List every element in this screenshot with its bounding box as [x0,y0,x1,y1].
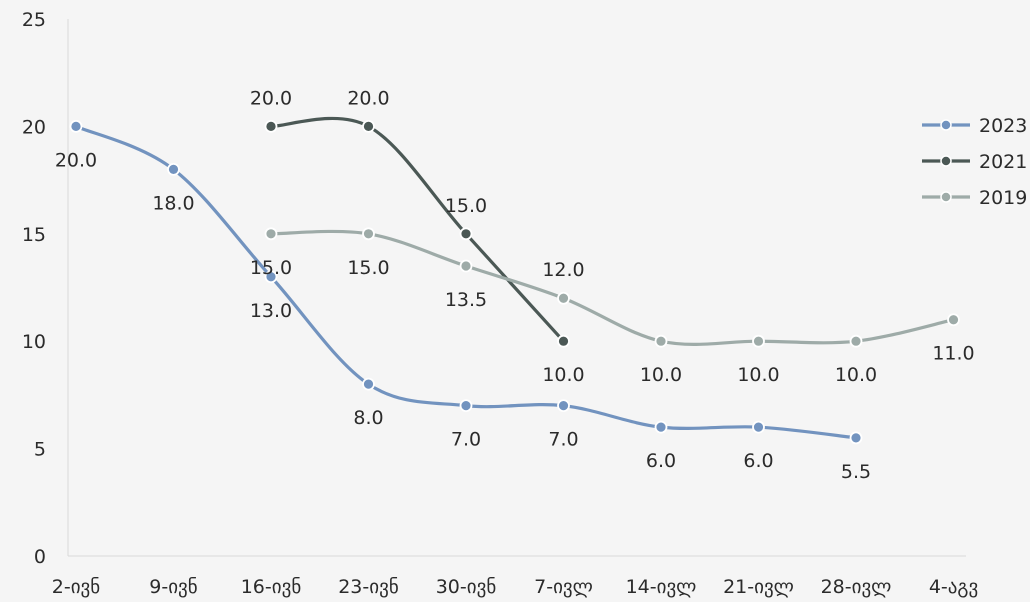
point-2019-7 [752,334,765,348]
point-2019-2 [264,227,278,241]
y-tick-label: 0 [34,546,46,568]
legend-label-2021: 2021 [979,151,1027,173]
data-label-2019: 15.0 [347,257,389,279]
data-label-2023: 6.0 [743,450,773,472]
x-tick-label: 9-ივნ [149,576,197,598]
legend-label-2019: 2019 [979,187,1027,209]
point-2019-8 [849,334,863,348]
point-2021-4 [459,227,473,241]
point-2019-6 [654,334,668,348]
data-label-2019: 12.0 [542,259,584,281]
point-2023-3 [362,377,375,391]
x-tick-label: 28-ივლ [821,576,892,598]
data-label-2021: 15.0 [445,195,487,217]
x-tick-label: 16-ივნ [241,576,302,598]
point-2023-4 [459,399,473,413]
data-label-2023: 7.0 [451,429,481,451]
point-2021-2 [264,120,278,133]
data-label-2023: 7.0 [548,429,578,451]
data-label-2023: 18.0 [152,192,194,214]
data-points [69,120,960,445]
point-2021-5 [557,334,570,348]
axes: 0 5 10 15 20 25 2-ივნ 9-ივნ 16-ივნ 23-ივნ 30-ივნ 7-… [22,9,978,598]
series-line-2019 [269,229,956,346]
series-line-2023 [74,124,858,440]
y-tick-label: 5 [34,439,46,461]
point-2021-3 [362,120,375,133]
data-label-2019: 13.5 [445,289,487,311]
x-tick-label: 30-ივნ [436,576,497,598]
data-label-2023: 20.0 [55,149,97,171]
data-label-2019: 15.0 [250,257,292,279]
data-label-2021: 20.0 [347,87,389,109]
point-2023-0 [69,120,83,133]
data-label-2023: 8.0 [353,407,383,429]
y-tick-label: 10 [22,331,46,353]
data-label-2019: 11.0 [932,343,974,365]
data-label-2019: 10.0 [835,364,877,386]
data-labels: 20.0 18.0 13.0 8.0 7.0 7.0 6.0 6.0 5.5 20.0 20.0 15… [55,87,975,482]
point-2023-5 [557,399,570,413]
point-2023-6 [654,420,668,434]
data-label-2019: 10.0 [737,364,779,386]
x-tick-label: 4-აგვ [929,576,978,598]
y-tick-label: 25 [22,9,46,31]
legend: 2023 2021 2019 [922,115,1027,209]
data-label-2023: 13.0 [250,300,292,322]
x-tick-label: 2-ივნ [52,576,100,598]
point-2023-2 [264,270,278,284]
point-2019-5 [557,291,570,305]
data-label-2021: 20.0 [250,87,292,109]
data-label-2023: 5.5 [841,461,871,483]
legend-marker-2023 [940,119,952,131]
legend-marker-2021 [940,155,952,167]
legend-marker-2019 [940,191,952,203]
point-2019-9 [947,313,960,327]
x-tick-label: 21-ივლ [723,576,794,598]
data-label-2023: 6.0 [646,450,676,472]
data-label-2021: 10.0 [542,364,584,386]
data-label-2019: 10.0 [640,364,682,386]
point-2023-1 [167,162,180,176]
x-tick-label: 14-ივლ [626,576,697,598]
point-2019-3 [362,227,375,241]
y-tick-label: 20 [22,116,46,138]
series-lines [74,116,956,440]
point-2019-4 [459,259,473,273]
series-line-2021 [269,116,566,343]
point-2023-8 [849,431,863,445]
y-tick-label: 15 [22,224,46,246]
point-2023-7 [752,420,765,434]
x-tick-label: 23-ივნ [338,576,399,598]
legend-label-2023: 2023 [979,115,1027,137]
x-tick-label: 7-ივლ [534,576,593,598]
